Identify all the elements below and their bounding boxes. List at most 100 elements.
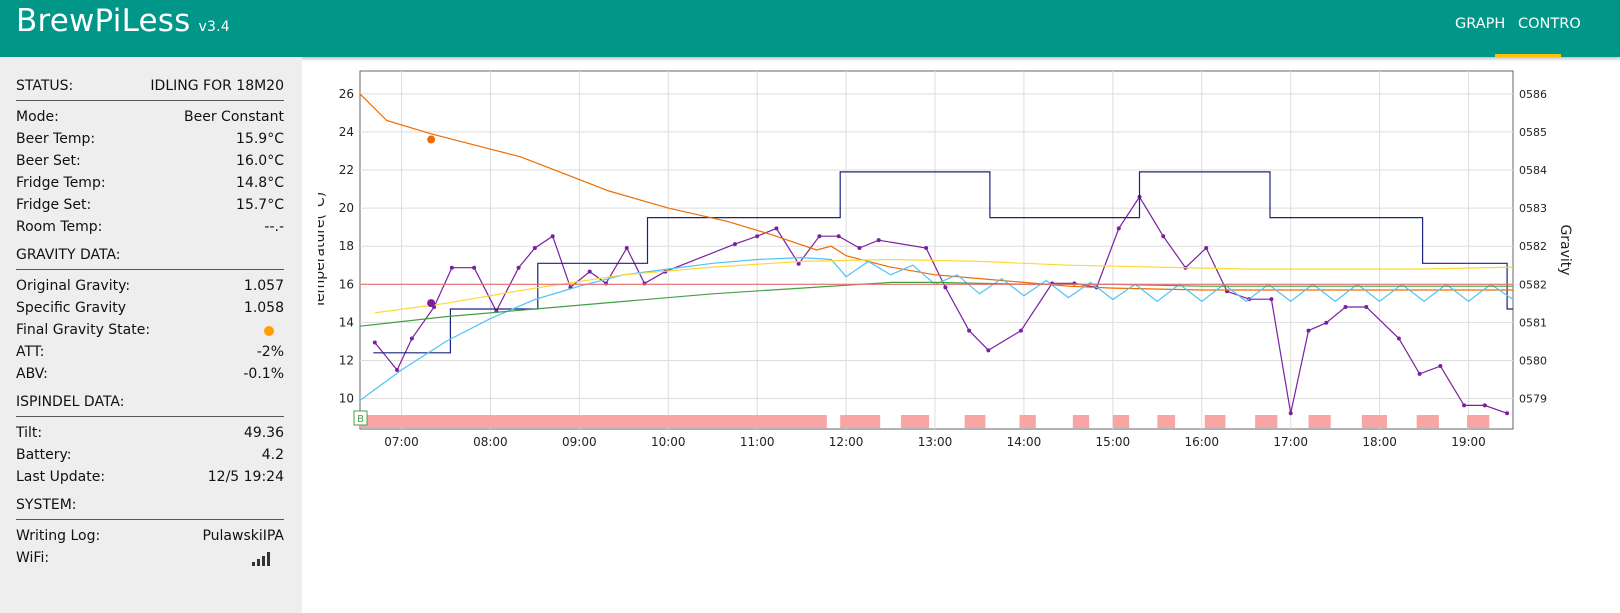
final-gravity-state-indicator: [264, 326, 274, 336]
att-label: ATT:: [16, 344, 45, 360]
writing-log-label: Writing Log:: [16, 528, 101, 544]
data-point: [1306, 328, 1311, 333]
tab-control[interactable]: CONTRO: [1518, 16, 1581, 32]
system-section-label: SYSTEM:: [16, 497, 77, 513]
x-tick-label: 11:00: [740, 435, 775, 449]
heating-bar: [360, 415, 827, 428]
heating-bar: [1416, 415, 1439, 428]
fridge-temp-value: 14.8°C: [236, 175, 284, 191]
room-temp-label: Room Temp:: [16, 219, 103, 235]
room-temp-row: Room Temp: --.-: [16, 217, 284, 239]
data-point: [943, 285, 948, 290]
wifi-signal-icon: [252, 552, 272, 566]
x-tick-label: 16:00: [1184, 435, 1219, 449]
y-tick-label: 26: [339, 87, 354, 101]
data-point: [836, 234, 841, 239]
data-point: [796, 261, 801, 266]
app-title: BrewPiLess: [16, 3, 191, 39]
heating-bar: [1255, 415, 1278, 428]
y-tick-label: 22: [339, 163, 354, 177]
status-label: STATUS:: [16, 78, 74, 94]
x-tick-label: 12:00: [829, 435, 864, 449]
x-tick-label: 18:00: [1362, 435, 1397, 449]
y2-tick-label: 0582: [1519, 278, 1547, 291]
y-tick-label: 10: [339, 392, 354, 406]
data-point: [924, 246, 929, 251]
plot-area: [359, 70, 1514, 430]
beer-set-row: Beer Set: 16.0°C: [16, 151, 284, 173]
original-gravity-label: Original Gravity:: [16, 278, 131, 294]
ispindel-section-label: ISPINDEL DATA:: [16, 394, 125, 410]
data-point: [1396, 336, 1401, 341]
tilt-row: Tilt: 49.36: [16, 423, 284, 445]
abv-row: ABV: -0.1%: [16, 364, 284, 386]
x-tick-label: 19:00: [1451, 435, 1486, 449]
data-point: [449, 265, 454, 270]
gravity-header: GRAVITY DATA:: [16, 243, 284, 270]
data-point: [986, 348, 991, 353]
data-point: [1482, 403, 1487, 408]
data-point: [857, 246, 862, 251]
series-line: [374, 258, 1514, 314]
highlight-point: [427, 299, 436, 308]
x-tick-label: 17:00: [1273, 435, 1308, 449]
data-point: [472, 265, 477, 270]
heating-bar: [900, 415, 930, 428]
x-tick-label: 15:00: [1096, 435, 1131, 449]
battery-label: Battery:: [16, 447, 72, 463]
data-point: [1269, 297, 1274, 302]
specific-gravity-label: Specific Gravity: [16, 300, 127, 316]
y-tick-label: 24: [339, 125, 354, 139]
tilt-label: Tilt:: [16, 425, 43, 441]
last-update-value: 12/5 19:24: [207, 469, 284, 485]
series-line: [374, 195, 1508, 414]
tilt-value: 49.36: [243, 425, 284, 441]
y2-axis-title: Gravity: [1557, 224, 1573, 275]
data-point: [1438, 364, 1443, 369]
data-point: [409, 336, 414, 341]
fridge-set-value: 15.7°C: [236, 197, 284, 213]
final-gravity-state-row: Final Gravity State:: [16, 320, 284, 342]
data-point: [1462, 403, 1467, 408]
original-gravity-row: Original Gravity: 1.057: [16, 276, 284, 298]
status-value: IDLING FOR 18M20: [150, 78, 284, 94]
data-point: [1364, 305, 1369, 310]
tab-graph[interactable]: GRAPH: [1455, 16, 1506, 32]
y2-tick-label: 0581: [1519, 316, 1547, 329]
fridge-set-row: Fridge Set: 15.7°C: [16, 195, 284, 217]
beer-set-label: Beer Set:: [16, 153, 81, 169]
beer-temp-value: 15.9°C: [236, 131, 284, 147]
data-point: [516, 265, 521, 270]
app-logo[interactable]: BrewPiLess v3.4: [16, 3, 230, 39]
writing-log-row: Writing Log: PulawskiIPA: [16, 526, 284, 548]
data-point: [967, 328, 972, 333]
temperature-gravity-chart[interactable]: 07:00 08:00 09:00 10:00 11:00 12:00 13:00 14:00…: [318, 64, 1600, 464]
data-point: [817, 234, 822, 239]
series-line: [359, 256, 1514, 401]
specific-gravity-row: Specific Gravity 1.058: [16, 298, 284, 320]
y2-tick-label: 0586: [1519, 88, 1547, 101]
ispindel-header: ISPINDEL DATA:: [16, 390, 284, 417]
y-tick-label: 20: [339, 201, 354, 215]
x-tick-label: 08:00: [473, 435, 508, 449]
data-point: [1204, 246, 1209, 251]
data-point: [550, 234, 555, 239]
beer-set-value: 16.0°C: [236, 153, 284, 169]
mode-value: Beer Constant: [184, 109, 284, 125]
data-point: [587, 269, 592, 274]
wifi-row: WiFi:: [16, 548, 284, 570]
data-point: [774, 226, 779, 231]
system-header: SYSTEM:: [16, 493, 284, 520]
data-point: [1505, 411, 1510, 416]
active-tab-indicator: [1495, 54, 1561, 57]
data-point: [755, 234, 760, 239]
heating-bar: [1467, 415, 1490, 428]
mode-label: Mode:: [16, 109, 59, 125]
data-point: [395, 367, 400, 372]
series-line: [373, 171, 1513, 354]
y2-tick-label: 0584: [1519, 164, 1547, 177]
beer-temp-label: Beer Temp:: [16, 131, 96, 147]
y2-tick-label: 0582: [1519, 240, 1547, 253]
status-sidebar: STATUS: IDLING FOR 18M20 Mode: Beer Const…: [0, 57, 302, 613]
original-gravity-value: 1.057: [243, 278, 284, 294]
